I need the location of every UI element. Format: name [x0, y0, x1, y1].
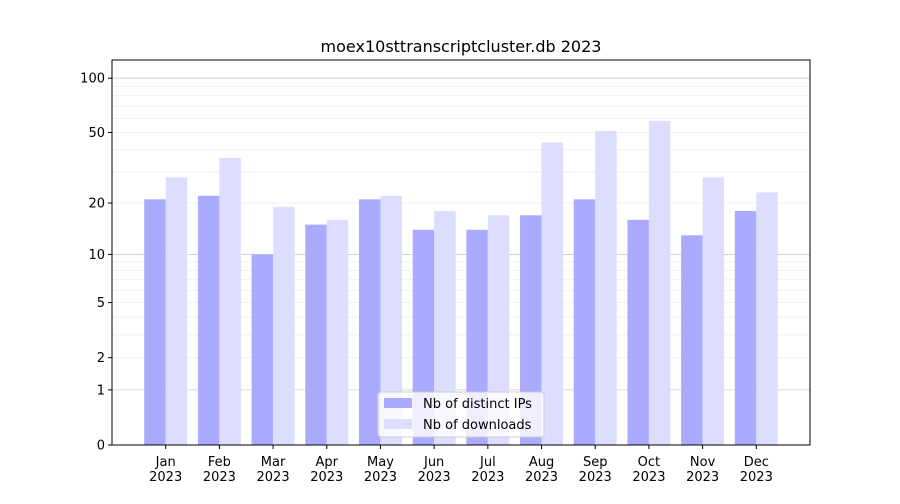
bar-distinct-ips	[466, 229, 488, 445]
bar-distinct-ips	[358, 199, 381, 445]
x-tick-label: Feb 2023	[203, 455, 236, 485]
legend-label: Nb of distinct IPs	[423, 397, 532, 412]
bar-distinct-ips	[681, 235, 703, 445]
bars	[144, 120, 778, 445]
x-tick-label: Jun 2023	[418, 455, 451, 485]
x-tick-label: Mar 2023	[257, 455, 290, 485]
bar-distinct-ips	[573, 199, 596, 445]
bar-distinct-ips	[197, 195, 220, 445]
legend-label: Nb of downloads	[423, 418, 532, 433]
bar-distinct-ips	[251, 254, 274, 445]
bar-downloads	[702, 177, 725, 445]
y-tick-label: 1	[97, 383, 105, 398]
bar-downloads	[434, 210, 456, 445]
x-tick-label: Apr 2023	[310, 455, 343, 485]
bar-downloads	[595, 130, 617, 445]
bar-downloads	[648, 120, 671, 445]
legend-swatch	[384, 398, 412, 408]
bar-distinct-ips	[144, 199, 166, 445]
legend-box	[377, 391, 545, 438]
bar-downloads	[487, 215, 510, 445]
legend: Nb of distinct IPs Nb of downloads	[377, 391, 545, 438]
plot-frame	[111, 59, 811, 446]
x-tick-label: Jan 2023	[149, 455, 182, 485]
x-tick-label: Dec 2023	[740, 455, 773, 485]
bar-distinct-ips	[627, 219, 649, 445]
bar-downloads	[541, 142, 564, 445]
bar-downloads	[273, 206, 295, 445]
x-tick-label: Jul 2023	[471, 455, 504, 485]
chart-title: moex10sttranscriptcluster.db 2023	[321, 37, 602, 56]
bar-downloads	[326, 219, 349, 445]
x-tick-label: Oct 2023	[632, 455, 665, 485]
y-tick-label: 50	[88, 126, 105, 141]
bar-distinct-ips	[305, 224, 327, 445]
bar-downloads	[165, 177, 188, 445]
bar-downloads	[380, 195, 402, 445]
x-axis: Jan 2023 Feb 2023 Mar 2023 Apr 2023 May 2023 Jun 20…	[149, 445, 773, 485]
x-tick-label: Nov 2023	[686, 455, 719, 485]
y-tick-label: 2	[97, 351, 105, 366]
bar-distinct-ips	[734, 210, 757, 445]
bar-distinct-ips	[412, 229, 435, 445]
x-tick-label: May 2023	[364, 455, 397, 485]
bar-downloads	[219, 158, 241, 445]
bar-downloads	[756, 192, 778, 445]
y-tick-label: 10	[88, 248, 105, 263]
bar-distinct-ips	[520, 215, 542, 445]
y-axis: 0 1 2 5 10 20 50 100	[80, 72, 112, 454]
x-tick-label: Sep 2023	[579, 455, 612, 485]
x-tick-label: Aug 2023	[525, 455, 558, 485]
legend-swatch	[384, 419, 412, 429]
y-tick-label: 100	[80, 72, 105, 87]
y-tick-label: 5	[97, 296, 105, 311]
y-tick-label: 0	[97, 439, 105, 454]
y-tick-label: 20	[88, 197, 105, 212]
